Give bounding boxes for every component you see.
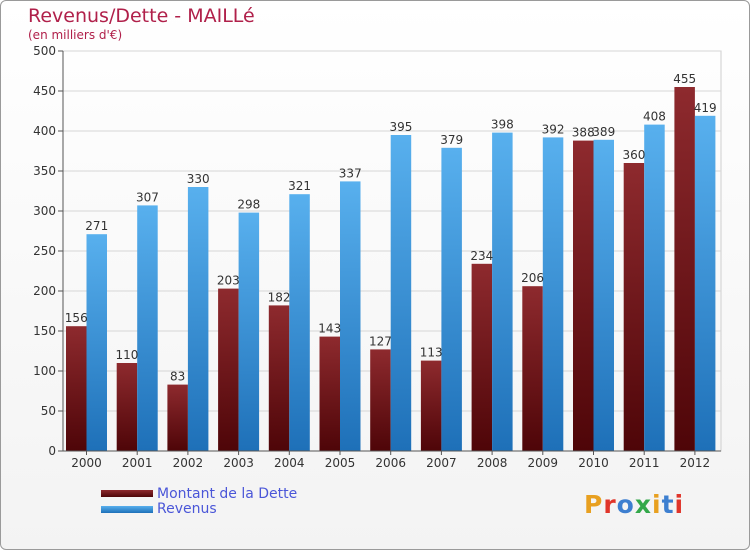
bar-revenus: [340, 181, 361, 451]
logo-letter: P: [584, 490, 604, 519]
bar-dette: [623, 163, 645, 451]
chart-title: Revenus/Dette - MAILLé: [28, 5, 255, 27]
y-tick-label: 350: [33, 164, 56, 178]
legend-swatch-dette: [101, 490, 153, 497]
bar-revenus: [542, 137, 564, 451]
bar-dette: [116, 363, 138, 451]
logo-letter: t: [661, 490, 675, 519]
legend-label-dette: Montant de la Dette: [157, 486, 298, 502]
bars: [66, 87, 716, 452]
data-label: 206: [521, 271, 544, 285]
data-label: 110: [115, 348, 138, 362]
x-tick-label: 2002: [173, 456, 204, 470]
legend-label-revenus: Revenus: [157, 501, 217, 517]
y-tick-label: 500: [33, 44, 56, 58]
data-label: 156: [65, 311, 88, 325]
y-tick-label: 0: [48, 444, 56, 458]
x-tick-label: 2007: [426, 456, 457, 470]
x-tick-label: 2011: [629, 456, 660, 470]
bar-revenus: [238, 212, 260, 451]
y-tick-label: 200: [33, 284, 56, 298]
data-label: 337: [339, 166, 362, 180]
bar-dette: [370, 349, 391, 451]
data-label: 408: [643, 110, 666, 124]
x-tick-label: 2005: [325, 456, 356, 470]
bar-revenus: [694, 115, 716, 452]
data-label: 398: [491, 118, 514, 132]
bar-revenus: [492, 132, 513, 451]
bar-dette: [218, 288, 239, 451]
x-tick-label: 2008: [477, 456, 508, 470]
legend-swatch-revenus: [101, 506, 153, 513]
bar-revenus: [644, 124, 665, 451]
data-label: 379: [440, 133, 463, 147]
x-tick-label: 2001: [122, 456, 153, 470]
bar-dette: [420, 360, 442, 451]
data-label: 360: [622, 148, 645, 162]
bar-revenus: [86, 234, 107, 451]
y-tick-label: 100: [33, 364, 56, 378]
y-tick-label: 450: [33, 84, 56, 98]
data-label: 113: [420, 346, 443, 360]
y-tick-label: 300: [33, 204, 56, 218]
bar-dette: [66, 326, 87, 451]
logo-letter: i: [652, 490, 662, 519]
bar-revenus: [390, 135, 412, 451]
bar-dette: [167, 384, 188, 451]
bar-dette: [573, 140, 594, 451]
x-tick-label: 2004: [274, 456, 305, 470]
data-label: 298: [237, 198, 260, 212]
data-label: 127: [369, 334, 392, 348]
data-label: 330: [187, 172, 210, 186]
data-label: 307: [136, 190, 159, 204]
bar-revenus: [137, 205, 158, 451]
chart-subtitle: (en milliers d'€): [28, 28, 123, 42]
y-tick-label: 150: [33, 324, 56, 338]
data-label: 419: [694, 101, 717, 115]
y-tick-label: 400: [33, 124, 56, 138]
bar-revenus: [441, 147, 462, 452]
proxiti-logo: Proxiti: [584, 490, 684, 519]
y-tick-label: 50: [41, 404, 56, 418]
bar-revenus: [289, 194, 310, 451]
logo-letter: x: [634, 490, 652, 519]
x-tick-label: 2009: [528, 456, 559, 470]
data-label: 143: [318, 322, 341, 336]
data-label: 203: [217, 274, 240, 288]
x-tick-label: 2006: [375, 456, 406, 470]
data-label: 455: [673, 72, 696, 86]
y-tick-label: 250: [33, 244, 56, 258]
data-label: 388: [572, 126, 595, 140]
x-tick-label: 2012: [680, 456, 711, 470]
data-label: 83: [170, 370, 185, 384]
bar-dette: [522, 286, 543, 451]
bar-dette: [268, 305, 290, 451]
x-tick-label: 2010: [578, 456, 609, 470]
data-label: 234: [470, 249, 493, 263]
bar-revenus: [593, 139, 614, 452]
data-label: 321: [288, 179, 311, 193]
axes: 0 50 100 150 200 250 300 350 400 450 500 2000 2001 20…: [33, 44, 721, 470]
logo-letter: o: [616, 490, 635, 519]
x-tick-label: 2003: [223, 456, 254, 470]
bar-dette: [319, 336, 340, 451]
data-label: 389: [592, 125, 615, 139]
bar-revenus: [187, 187, 209, 451]
data-label: 271: [85, 219, 108, 233]
data-label: 395: [389, 120, 412, 134]
data-labels: 156 271 110 307 83 330 203 298 182 321 143 337 127 39…: [65, 72, 717, 384]
data-label: 392: [542, 122, 565, 136]
logo-letter: i: [674, 490, 685, 519]
bar-dette: [674, 87, 695, 451]
x-tick-label: 2000: [71, 456, 102, 470]
data-label: 182: [268, 290, 291, 304]
logo-letter: r: [603, 490, 617, 519]
bar-dette: [471, 263, 493, 451]
